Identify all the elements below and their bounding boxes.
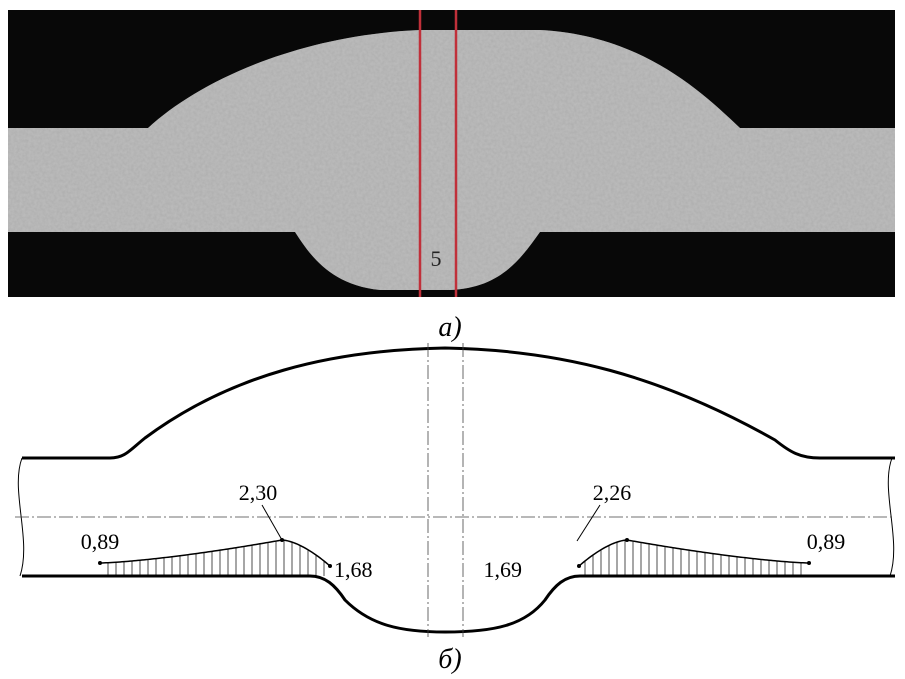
weld-bottom-contour bbox=[22, 576, 895, 632]
caption: а) bbox=[438, 312, 461, 343]
point bbox=[98, 561, 102, 565]
stress-label: 0,89 bbox=[81, 529, 120, 554]
figure: 5 а) 0,89 2,30 1,68 1,69 2,26 0,89 б) bbox=[0, 0, 905, 679]
section-label: 5 bbox=[431, 246, 442, 271]
caption: б) bbox=[438, 644, 461, 675]
leader-line bbox=[262, 505, 282, 540]
point bbox=[328, 564, 332, 568]
stress-label: 0,89 bbox=[807, 529, 846, 554]
stress-label: 1,68 bbox=[334, 557, 373, 582]
point bbox=[577, 564, 581, 568]
stress-diagram bbox=[98, 538, 811, 576]
stress-label: 2,26 bbox=[593, 480, 632, 505]
stress-curve bbox=[579, 540, 809, 566]
leader-line bbox=[577, 505, 600, 541]
stress-curve bbox=[100, 540, 330, 566]
weld-top-contour bbox=[22, 348, 895, 458]
point bbox=[625, 538, 629, 542]
point bbox=[807, 561, 811, 565]
stress-label: 1,69 bbox=[484, 557, 523, 582]
stress-label: 2,30 bbox=[239, 480, 278, 505]
